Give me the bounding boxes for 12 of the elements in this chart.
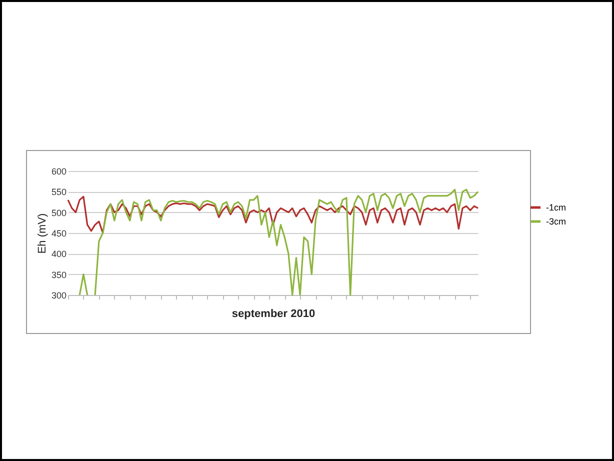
- y-tick-label: 300: [51, 290, 66, 300]
- line-series: [67, 196, 479, 234]
- x-axis-title: september 2010: [232, 308, 316, 320]
- y-tick-label: 550: [51, 187, 66, 198]
- y-tick-label: 600: [51, 166, 66, 176]
- legend-label: -3cm: [546, 216, 566, 226]
- y-tick-label: 500: [51, 208, 66, 218]
- y-tick-label: 400: [51, 249, 66, 260]
- y-tick-label: 350: [51, 270, 66, 280]
- y-axis-title: Eh (mV): [36, 213, 48, 254]
- y-tick-label: 450: [51, 228, 66, 238]
- legend-label: -1cm: [546, 202, 566, 212]
